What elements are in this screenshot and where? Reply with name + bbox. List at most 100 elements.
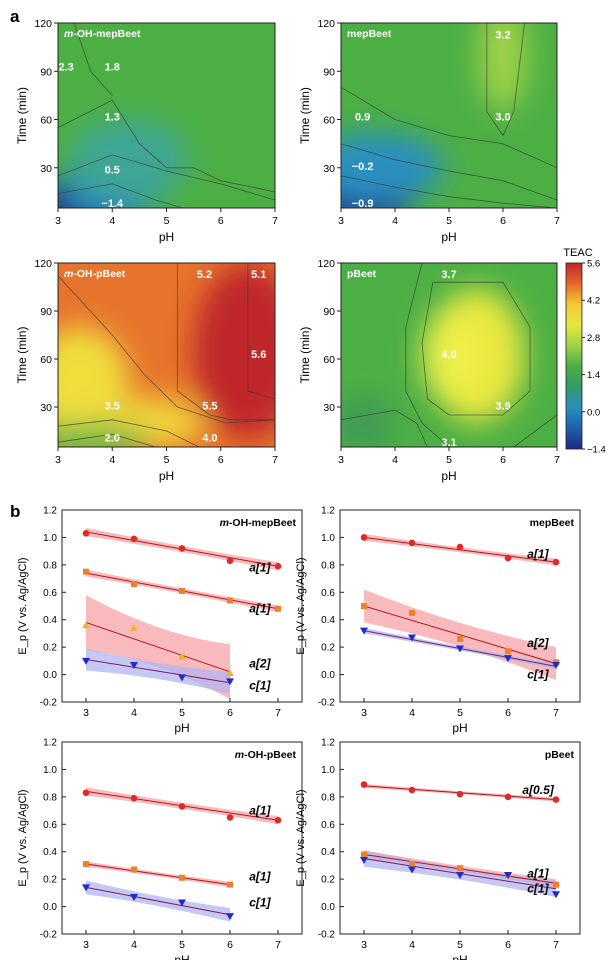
contour-line [341,175,557,208]
x-axis-label: pH [441,230,456,244]
heatmap-3: 5.2 5.1 5.6 3.5 5.5 2.0 4.0 m-OH-pBeet 3 4 5 6 7 30 60… [15,258,278,483]
x-tick-label: 4 [409,707,415,719]
y-tick-label: 0.4 [43,847,57,858]
y-tick-label: -0.2 [318,930,336,941]
data-point [178,899,186,907]
fit-line [85,863,231,886]
series-label: a[1] [249,561,271,575]
heatmap-region [478,23,528,112]
series-label: c[1] [249,679,271,693]
data-point [82,657,90,665]
data-point [82,621,90,629]
contour-line [341,409,428,447]
x-tick-label: 5 [457,939,463,951]
contour-value-label: 3.0 [495,111,510,123]
contour-value-label: 0.5 [105,164,120,176]
data-point [130,893,138,901]
data-point [83,568,89,575]
contour-value-label: 5.6 [251,349,266,361]
y-tick-label: 0.0 [43,902,57,913]
y-tick-label: 0.0 [43,670,57,681]
x-tick-label: 6 [505,939,511,951]
data-point [457,635,463,642]
data-point [457,865,463,872]
data-point [178,803,186,810]
data-point [409,861,415,868]
data-point [360,534,368,541]
colorbar: TEAC 5.6 4.2 2.8 1.4 0.0 −1.4 [563,247,605,456]
panel-label-b: b [10,502,20,521]
y-tick-label: 0.8 [43,560,57,571]
data-point [179,874,185,881]
y-tick-label: 60 [323,115,335,127]
series-label: c[1] [527,882,549,896]
x-tick-label: 4 [392,454,398,466]
y-tick-label: 0.8 [43,792,57,803]
scatter-2: a[1] a[2] c[1] mepBeet 3 4 5 6 7 -0.2 0.0 0.2 0.4 0.6… [295,506,581,735]
scatter-title: m-OH-mepBeet [220,517,297,529]
data-point [552,661,560,669]
x-tick-label: 3 [83,939,89,951]
contour-line [341,143,557,201]
plot-frame [339,741,581,935]
y-tick-label: 1.2 [43,738,57,749]
data-point [456,543,464,551]
x-tick-label: 6 [500,215,506,227]
data-point [456,790,464,798]
y-tick-label: 1.0 [321,533,335,544]
data-point [408,866,416,874]
data-point [130,535,138,543]
y-tick-label: 0.0 [321,902,335,913]
data-point [274,562,282,570]
contour-value-label: 1.8 [105,61,120,73]
series-label: a[1] [249,602,271,616]
y-tick-label: 90 [323,306,335,318]
data-point [178,674,186,682]
colorbar-tick-label: 2.8 [587,333,600,344]
colorbar-tick-label: 1.4 [587,370,600,381]
heatmap-region [341,132,444,204]
y-tick-label: -0.2 [40,930,58,941]
data-point [82,530,90,537]
series-label: c[1] [527,668,549,682]
data-point [178,545,186,552]
y-tick-label: 0.2 [321,875,335,886]
series-label: c[1] [249,895,271,909]
data-point [226,814,234,821]
y-tick-label: 0.4 [321,615,335,626]
colorbar-tick-label: 4.2 [587,296,600,307]
data-point [83,861,89,868]
y-tick-label: 0.0 [321,670,335,681]
x-tick-label: 4 [409,939,415,951]
heatmap-region [58,423,151,447]
heatmap-region [193,263,275,439]
heatmap-title: pBeet [347,268,377,280]
x-tick-label: 4 [109,215,115,227]
y-tick-label: 1.2 [321,738,335,749]
data-point [552,558,560,566]
heatmap-title: m-OH-mepBeet [64,28,141,40]
data-point [360,781,368,788]
scatter-1: a[1] a[1] a[2] c[1] m-OH-mepBeet 3 4 5 6 7 -0.2 0.0… [17,506,303,735]
y-axis-label: Time (min) [15,87,29,144]
data-point [82,789,90,797]
series-label: a[2] [249,657,271,671]
fit-line [85,886,231,916]
x-tick-label: 5 [164,215,170,227]
contour-value-label: −0.9 [352,198,374,210]
contour-value-label: −0.2 [352,161,374,173]
data-point [179,587,185,594]
data-point [408,786,416,794]
data-point [360,627,368,635]
heatmap-field [341,263,557,447]
contour-value-label: 3.2 [495,29,510,41]
y-axis-label: E_p (V vs. Ag/AgCl) [295,557,307,654]
contour-value-label: 5.5 [202,400,217,412]
data-point [553,881,559,888]
data-point [226,678,234,686]
x-tick-label: 5 [446,215,452,227]
data-point [504,872,512,880]
y-tick-label: 90 [40,306,52,318]
heatmap-1: 2.3 1.8 1.3 0.5 −1.4 m-OH-mepBeet 3 4 5 6 7 30 60 90 1… [15,18,278,244]
y-tick-label: 120 [34,258,52,270]
